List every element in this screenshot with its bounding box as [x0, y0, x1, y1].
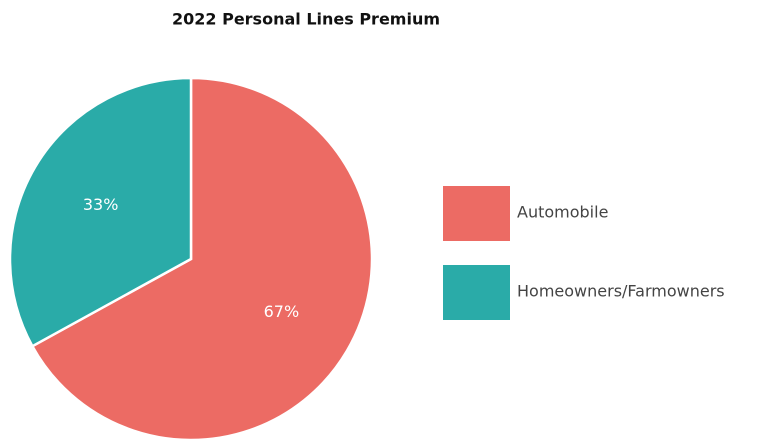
data-label: 33% [83, 195, 119, 214]
pie-slice [8, 76, 193, 348]
data-label: 67% [264, 302, 300, 321]
legend-label: Homeowners/Farmowners [517, 282, 725, 301]
legend-label: Automobile [517, 203, 608, 222]
legend-swatch [443, 265, 510, 320]
pie-slice [30, 76, 374, 442]
legend-swatch [443, 186, 510, 241]
chart-title: 2022 Personal Lines Premium [172, 10, 440, 29]
